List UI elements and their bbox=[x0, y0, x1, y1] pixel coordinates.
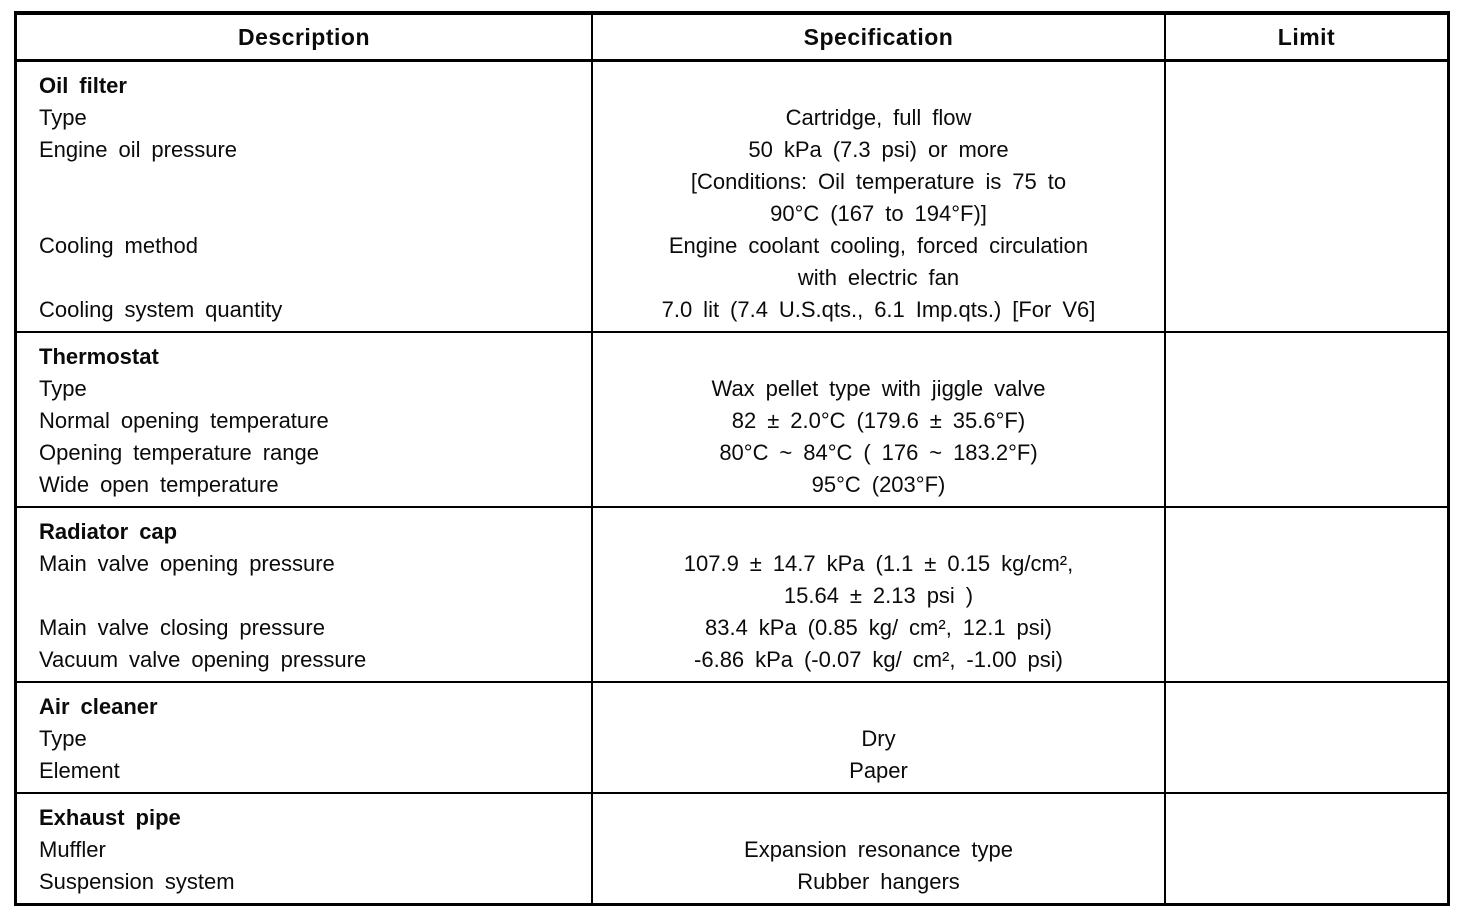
specification-cell: Dry Paper bbox=[591, 683, 1164, 792]
specification-line: Paper bbox=[849, 758, 908, 783]
specification-line: Expansion resonance type bbox=[744, 837, 1013, 862]
column-header-limit: Limit bbox=[1164, 15, 1447, 59]
description-line: Type bbox=[39, 726, 87, 751]
specification-line: Rubber hangers bbox=[797, 869, 960, 894]
engine-specification-table: Description Specification Limit Oil filt… bbox=[14, 11, 1450, 906]
description-cell: Thermostat Type Normal opening temperature… bbox=[17, 333, 591, 506]
specification-cell: Expansion resonance type Rubber hangers bbox=[591, 794, 1164, 903]
specification-line bbox=[599, 70, 1158, 102]
limit-cell bbox=[1164, 333, 1447, 506]
specification-line: 82 ± 2.0°C (179.6 ± 35.6°F) bbox=[731, 408, 1026, 433]
limit-cell bbox=[1164, 508, 1447, 681]
description-line: Cooling method bbox=[39, 233, 198, 258]
description-line: Engine oil pressure bbox=[39, 137, 238, 162]
specification-line: 80°C ~ 84°C ( 176 ~ 183.2°F) bbox=[719, 440, 1038, 465]
specification-line: Engine coolant cooling, forced circulati… bbox=[668, 233, 1089, 258]
description-line: Suspension system bbox=[39, 869, 235, 894]
table-header-row: Description Specification Limit bbox=[17, 15, 1447, 62]
description-cell: Air cleaner Type Element bbox=[17, 683, 591, 792]
specification-line bbox=[599, 691, 1158, 723]
specification-line: [Conditions: Oil temperature is 75 to bbox=[690, 169, 1067, 194]
specification-line: Cartridge, full flow bbox=[785, 105, 972, 130]
description-line: Oil filter bbox=[39, 73, 127, 98]
description-line: Element bbox=[39, 758, 120, 783]
limit-cell bbox=[1164, 62, 1447, 331]
table-body: Oil filter Type Engine oil pressure Cooling… bbox=[17, 62, 1447, 903]
specification-cell: 107.9 ± 14.7 kPa (1.1 ± 0.15 kg/cm², 15.6… bbox=[591, 508, 1164, 681]
description-line: Cooling system quantity bbox=[39, 297, 283, 322]
column-header-specification: Specification bbox=[591, 15, 1164, 59]
specification-line: with electric fan bbox=[797, 265, 960, 290]
specification-cell: Cartridge, full flow 50 kPa (7.3 psi) or … bbox=[591, 62, 1164, 331]
limit-cell bbox=[1164, 683, 1447, 792]
description-line bbox=[39, 198, 585, 230]
specification-line: 15.64 ± 2.13 psi ) bbox=[783, 583, 974, 608]
description-line: Opening temperature range bbox=[39, 440, 319, 465]
description-line: Muffler bbox=[39, 837, 106, 862]
description-line bbox=[39, 580, 585, 612]
table-row: Radiator cap Main valve opening pressure M… bbox=[17, 508, 1447, 683]
specification-line: -6.86 kPa (-0.07 kg/ cm², -1.00 psi) bbox=[694, 647, 1063, 672]
description-line bbox=[39, 166, 585, 198]
description-line: Wide open temperature bbox=[39, 472, 279, 497]
description-line: Normal opening temperature bbox=[39, 408, 329, 433]
specification-line bbox=[599, 516, 1158, 548]
limit-cell bbox=[1164, 794, 1447, 903]
description-line: Thermostat bbox=[39, 344, 159, 369]
description-line bbox=[39, 262, 585, 294]
table-row: Oil filter Type Engine oil pressure Cooling… bbox=[17, 62, 1447, 333]
table-row: Air cleaner Type Element Dry Paper bbox=[17, 683, 1447, 794]
table-row: Thermostat Type Normal opening temperature… bbox=[17, 333, 1447, 508]
description-line: Main valve opening pressure bbox=[39, 551, 335, 576]
description-cell: Oil filter Type Engine oil pressure Cooling… bbox=[17, 62, 591, 331]
description-line: Type bbox=[39, 105, 87, 130]
specification-line: 95°C (203°F) bbox=[811, 472, 946, 497]
description-cell: Exhaust pipe Muffler Suspension system bbox=[17, 794, 591, 903]
description-line: Vacuum valve opening pressure bbox=[39, 647, 367, 672]
description-line: Air cleaner bbox=[39, 694, 158, 719]
specification-line: 90°C (167 to 194°F)] bbox=[770, 201, 987, 226]
specification-line: 50 kPa (7.3 psi) or more bbox=[748, 137, 1009, 162]
description-line: Type bbox=[39, 376, 87, 401]
specification-line: 107.9 ± 14.7 kPa (1.1 ± 0.15 kg/cm², bbox=[683, 551, 1074, 576]
description-cell: Radiator cap Main valve opening pressure M… bbox=[17, 508, 591, 681]
specification-line bbox=[599, 802, 1158, 834]
description-line: Main valve closing pressure bbox=[39, 615, 325, 640]
specification-line: 83.4 kPa (0.85 kg/ cm², 12.1 psi) bbox=[705, 615, 1052, 640]
table-row: Exhaust pipe Muffler Suspension system Exp… bbox=[17, 794, 1447, 903]
description-line: Radiator cap bbox=[39, 519, 178, 544]
specification-line: 7.0 lit (7.4 U.S.qts., 6.1 Imp.qts.) [Fo… bbox=[661, 297, 1096, 322]
specification-cell: Wax pellet type with jiggle valve 82 ± 2.… bbox=[591, 333, 1164, 506]
specification-line: Wax pellet type with jiggle valve bbox=[711, 376, 1046, 401]
description-line: Exhaust pipe bbox=[39, 805, 181, 830]
specification-line: Dry bbox=[861, 726, 896, 751]
column-header-description: Description bbox=[237, 24, 371, 50]
specification-line bbox=[599, 341, 1158, 373]
